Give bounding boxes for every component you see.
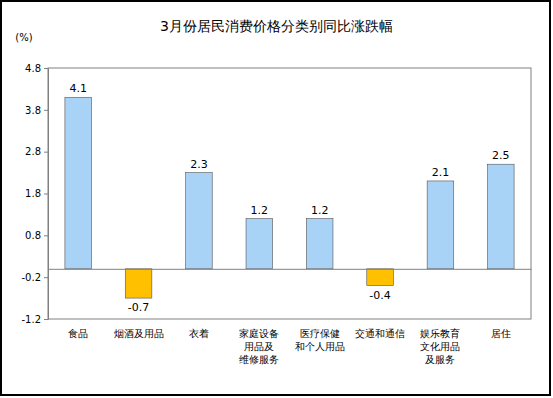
y-tick: -1.2 [21,314,48,325]
y-tick-mark [44,235,48,236]
y-tick: 1.8 [25,188,48,199]
y-tick: 3.8 [25,105,48,116]
y-axis-line [44,69,49,320]
data-label: 1.2 [251,204,269,217]
y-tick: 4.8 [25,63,48,74]
y-tick-mark [44,152,48,153]
data-label: 1.2 [311,204,329,217]
y-axis-label: (%) [15,32,32,43]
outer-frame [1,1,550,395]
y-tick-mark [44,277,48,278]
y-tick-label: 3.8 [25,105,41,116]
x-tick-label: 食品 [68,328,88,339]
y-axis: -1.2 -0.2 0.8 1.8 2.8 3.8 4.8 [21,63,48,325]
y-tick: -0.2 [21,272,48,283]
bar [246,219,273,269]
x-tick-label: 交通和通信 [355,328,405,339]
y-tick-mark [44,194,48,195]
x-axis-line [49,269,532,270]
y-tick-label: -1.2 [21,314,41,325]
y-tick: 0.8 [25,230,48,241]
data-label: -0.7 [128,301,149,314]
y-tick-label: 1.8 [25,188,41,199]
data-label: 2.3 [190,158,208,171]
x-tick-label: 居住 [491,328,511,339]
data-labels: 4.1 -0.7 2.3 1.2 1.2 -0.4 2.1 2.5 [69,82,509,314]
x-axis [49,268,532,270]
y-tick: 2.8 [25,146,48,157]
bar [186,173,213,269]
bar [306,219,333,269]
data-label: 2.5 [492,149,510,162]
bar [427,181,454,269]
x-tick-label: 衣着 [189,328,209,339]
y-tick-label: 2.8 [25,146,41,157]
data-label: -0.4 [369,289,390,302]
bar [65,97,92,269]
bar [488,164,515,269]
chart: 3月份居民消费价格分类别同比涨跌幅 (%) -1.2 -0.2 0.8 1.8 2.8 3.8… [0,0,553,398]
x-tick-label: 家庭设备用品及维修服务 [239,328,279,365]
y-tick-mark [44,319,48,320]
title: 3月份居民消费价格分类别同比涨跌幅 [160,18,393,34]
y-tick-label: 4.8 [25,63,41,74]
y-tick-label: -0.2 [21,272,41,283]
x-tick-label: 娱乐教育文化用品及服务 [420,328,460,365]
data-label: 4.1 [69,82,87,95]
data-label: 2.1 [432,166,450,179]
y-tick-mark [44,110,48,111]
y-tick-label: 0.8 [25,230,41,241]
bar [367,269,394,286]
bar [125,269,152,298]
x-tick-label: 医疗保健和个人用品 [295,328,345,352]
bars [65,97,514,298]
plot-frame [48,68,531,319]
x-tick-label: 烟酒及用品 [114,328,164,339]
y-tick-mark [44,68,48,69]
x-tick-labels: 食品 烟酒及用品 衣着 家庭设备用品及维修服务医疗保健和个人用品交通和通信 娱乐教育文化… [68,328,511,365]
